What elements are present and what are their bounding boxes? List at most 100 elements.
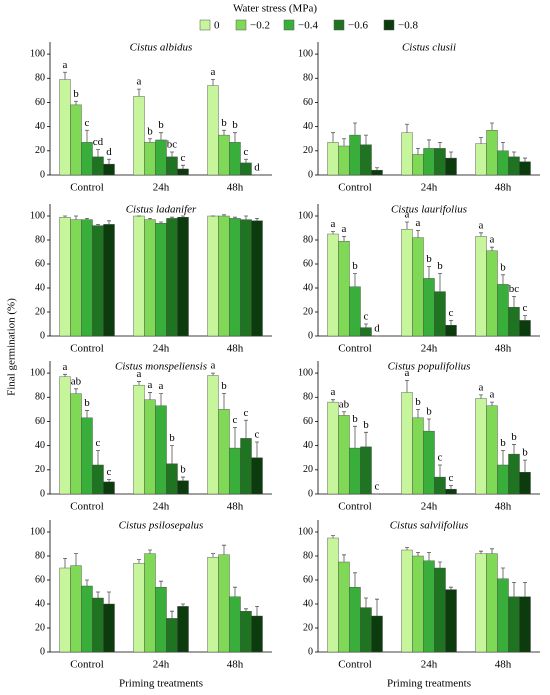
error-bar <box>255 218 259 221</box>
error-bar <box>222 214 226 216</box>
y-tick-label: 60 <box>303 574 313 585</box>
significance-letter: c <box>244 407 249 419</box>
error-bar <box>107 158 111 165</box>
significance-letter: c <box>96 437 101 449</box>
error-bar <box>159 393 163 406</box>
bar <box>445 488 457 495</box>
error-bar <box>85 129 89 143</box>
y-tick-label: 100 <box>30 48 45 59</box>
bar <box>166 156 178 176</box>
bar <box>445 325 457 337</box>
bar <box>229 218 241 337</box>
significance-letter: a <box>479 381 484 393</box>
legend-label: 0 <box>214 20 220 32</box>
error-bar <box>170 151 174 157</box>
bar <box>240 438 252 495</box>
significance-letter: b <box>426 406 432 418</box>
x-tick-label: 24h <box>421 501 438 513</box>
bar <box>207 85 219 176</box>
x-tick-label: 48h <box>495 182 512 194</box>
bar <box>81 417 93 495</box>
bar <box>423 560 435 653</box>
y-tick-label: 40 <box>303 121 313 132</box>
x-tick-label: Control <box>70 343 104 355</box>
significance-letter: b <box>169 432 175 444</box>
error-bar <box>479 137 483 144</box>
bar <box>81 585 93 653</box>
error-bar <box>416 552 420 556</box>
y-tick-label: 60 <box>35 97 45 108</box>
bar <box>166 618 178 653</box>
error-bar <box>449 485 453 490</box>
error-bar <box>427 266 431 279</box>
error-bar <box>181 164 185 169</box>
x-tick-label: 48h <box>495 501 512 513</box>
y-tick-label: 20 <box>303 464 313 475</box>
significance-letter: a <box>63 361 68 373</box>
bar <box>412 154 424 176</box>
bar <box>218 409 230 495</box>
bar <box>177 480 189 495</box>
bar <box>251 615 263 653</box>
significance-letter: a <box>331 386 336 398</box>
y-tick-label: 100 <box>30 367 45 378</box>
bar <box>155 587 167 653</box>
y-tick-label: 0 <box>40 488 45 499</box>
bar <box>103 163 115 176</box>
bar <box>240 162 252 176</box>
significance-letter: c <box>85 117 90 129</box>
bar <box>103 603 115 653</box>
error-bar <box>438 561 442 568</box>
error-bar <box>342 236 346 242</box>
y-tick-label: 20 <box>35 145 45 156</box>
bar <box>81 142 93 176</box>
error-bar <box>222 544 226 555</box>
error-bar <box>159 580 163 588</box>
error-bar <box>170 216 174 219</box>
error-bar <box>490 246 494 251</box>
significance-letter: b <box>84 397 90 409</box>
significance-letter: c <box>449 307 454 319</box>
bar <box>229 142 241 176</box>
error-bar <box>364 134 368 145</box>
bar <box>338 415 350 495</box>
error-bar <box>63 71 67 80</box>
bar <box>349 134 361 176</box>
bar <box>497 284 509 337</box>
bar <box>70 219 82 337</box>
significance-letter: c <box>375 481 380 493</box>
bar <box>155 405 167 495</box>
y-tick-label: 100 <box>298 210 313 221</box>
bar <box>327 401 339 495</box>
y-tick-label: 80 <box>303 550 313 561</box>
error-bar <box>63 215 67 218</box>
error-bar <box>181 476 185 481</box>
bar <box>519 320 531 337</box>
x-tick-label: 48h <box>227 659 244 671</box>
bar <box>497 578 509 653</box>
bar <box>133 96 145 176</box>
y-tick-label: 60 <box>303 97 313 108</box>
error-bar <box>438 464 442 478</box>
significance-letter: b <box>180 464 186 476</box>
bar <box>133 384 145 495</box>
error-bar <box>449 151 453 159</box>
legend-label: −0.6 <box>348 20 368 32</box>
x-tick-label: 24h <box>153 343 170 355</box>
y-tick-label: 20 <box>303 306 313 317</box>
error-bar <box>170 610 174 619</box>
bar <box>360 446 372 495</box>
bar <box>240 219 252 337</box>
error-bar <box>449 320 453 326</box>
significance-letter: d <box>374 323 380 335</box>
error-bar <box>233 132 237 143</box>
panel-title: Cistus ladanifer <box>126 204 197 216</box>
bar <box>401 549 413 653</box>
bar <box>240 611 252 653</box>
significance-letter: b <box>352 260 358 272</box>
error-bar <box>438 273 442 292</box>
significance-letter: b <box>415 396 421 408</box>
error-bar <box>375 167 379 171</box>
significance-letter: c <box>255 429 260 441</box>
legend-swatch <box>235 19 247 31</box>
